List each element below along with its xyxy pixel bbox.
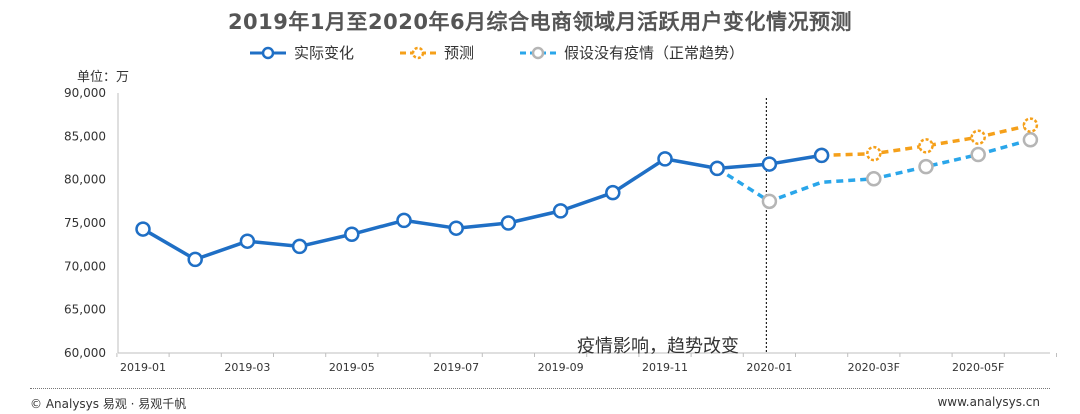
data-point-actual [813,147,830,164]
legend-label-forecast: 预测 [444,44,475,62]
data-point-actual [291,238,308,255]
data-point-actual [344,226,360,243]
legend-marker-forecast [400,46,437,59]
data-point-actual [448,220,464,236]
data-point-forecast [970,129,986,145]
footer-divider [30,388,1050,389]
data-point-forecast [918,138,934,154]
chart-title: 2019年1月至2020年6月综合电商领域月活跃用户变化情况预测 [227,10,853,34]
x-tick-label: 2019-03 [224,361,270,374]
legend-item-actual: 实际变化 [248,42,354,63]
data-point-forecast [866,145,882,162]
x-tick-label: 2020-01 [746,361,792,374]
legend-item-forecast: 预测 [398,42,474,63]
y-tick-label: 90,000 [64,86,106,100]
data-point-actual [500,215,517,231]
data-point-actual [709,160,725,177]
legend-marker-hypothetical [520,46,557,59]
data-point-actual [657,151,673,167]
data-point-hypothetical [970,146,986,163]
plot-area: 60,000 65,000 70,000 75,000 80,000 85,000 90,0… [64,86,1057,374]
legend-item-hypothetical: 假设没有疫情（正常趋势） [518,42,744,63]
data-point-actual [761,156,778,172]
x-tick-label: 2019-07 [433,361,479,374]
y-tick-label: 80,000 [64,173,106,187]
data-point-actual [605,184,621,201]
footer-source: © Analysys 易观 · 易观千帆 [30,397,187,411]
data-point-hypothetical [761,193,778,210]
y-tick-label: 65,000 [64,303,106,317]
data-point-actual [187,251,203,268]
y-tick-label: 85,000 [64,129,106,143]
annotation-text: 疫情影响，趋势改变 [577,336,739,357]
x-tick-label: 2019-09 [538,361,584,374]
x-tick-label: 2020-03F [848,361,900,374]
data-point-forecast [1022,117,1039,133]
x-tick-label: 2020-05F [952,361,1004,374]
legend-label-hypothetical: 假设没有疫情（正常趋势） [564,44,745,62]
chart-legend: 实际变化 预测 假设没有疫情（正常趋势） [248,42,744,63]
footer-website: www.analysys.cn [937,395,1040,409]
y-tick-label: 75,000 [64,216,106,230]
y-tick-label: 70,000 [64,259,106,273]
y-axis-unit: 单位：万 [77,70,130,85]
x-tick-label: 2019-01 [120,361,166,374]
x-tick-label: 2019-11 [642,361,688,374]
data-point-actual [135,221,151,237]
y-tick-label: 60,000 [64,346,106,360]
data-point-actual [239,233,256,249]
legend-marker-actual [250,46,286,59]
x-tick-label: 2019-05 [329,361,375,374]
legend-label-actual: 实际变化 [294,44,355,62]
data-point-hypothetical [866,171,882,187]
data-point-actual [396,212,412,229]
series-line-actual [142,153,822,262]
data-point-hypothetical [1022,132,1039,148]
data-point-hypothetical [918,158,934,175]
data-point-actual [552,203,569,219]
